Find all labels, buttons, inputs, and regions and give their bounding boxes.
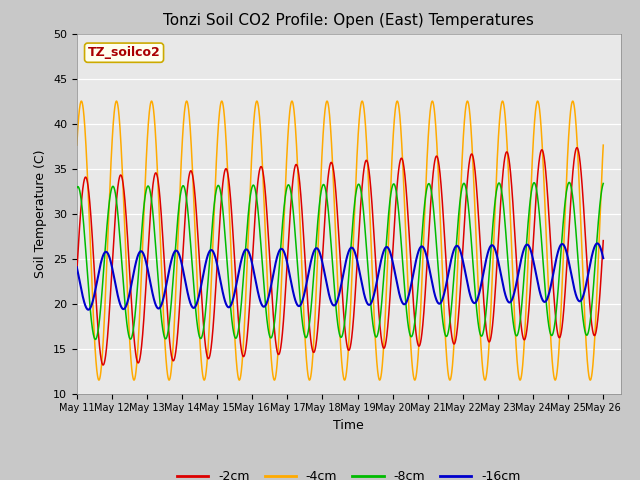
Text: TZ_soilco2: TZ_soilco2 xyxy=(88,46,161,59)
Legend: -2cm, -4cm, -8cm, -16cm: -2cm, -4cm, -8cm, -16cm xyxy=(172,465,526,480)
Y-axis label: Soil Temperature (C): Soil Temperature (C) xyxy=(35,149,47,278)
X-axis label: Time: Time xyxy=(333,419,364,432)
Title: Tonzi Soil CO2 Profile: Open (East) Temperatures: Tonzi Soil CO2 Profile: Open (East) Temp… xyxy=(163,13,534,28)
